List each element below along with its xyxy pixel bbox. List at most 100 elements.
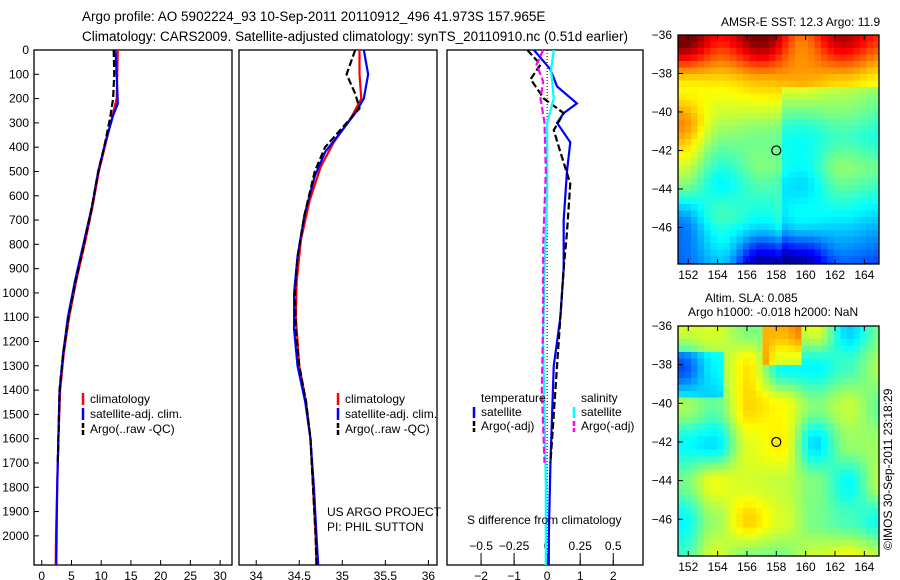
map-cell (788, 423, 796, 431)
map-cell (736, 145, 744, 153)
map-cell (736, 547, 744, 554)
map-cell (775, 165, 783, 172)
map-cell (717, 345, 724, 353)
map-cell (782, 371, 789, 379)
map-cell (873, 132, 880, 140)
map-cell (853, 365, 861, 372)
map-cell (847, 365, 854, 372)
map-cell (749, 521, 757, 528)
map-cell (834, 48, 841, 55)
map-cell (814, 171, 822, 179)
map-cell (704, 256, 711, 263)
map-cell (847, 378, 854, 385)
map-cell (756, 553, 763, 557)
map-cell (801, 404, 809, 411)
map-cell (756, 119, 763, 127)
map-cell (678, 547, 685, 554)
map-cell (684, 145, 692, 153)
map-cell (756, 352, 763, 359)
map-cell (762, 119, 770, 127)
map-cell (678, 527, 685, 535)
map-cell (723, 243, 731, 250)
map-cell (808, 48, 815, 55)
map-cell (814, 358, 822, 366)
map-cell (801, 61, 809, 68)
map-cell (769, 469, 776, 476)
map-cell (684, 249, 692, 257)
map-cell (723, 210, 731, 218)
map-cell (684, 417, 692, 424)
map-cell (808, 430, 815, 437)
map-cell (691, 119, 698, 127)
map-cell (730, 404, 737, 411)
map-cell (873, 488, 880, 496)
map-cell (697, 145, 705, 153)
map-cell (814, 178, 822, 185)
map-cell (723, 339, 731, 346)
map-cell (717, 358, 724, 366)
map-cell (730, 35, 737, 42)
map-cell (730, 365, 737, 372)
map-cell (756, 482, 763, 489)
map-cell (847, 249, 854, 257)
map-cell (795, 430, 802, 437)
map-cell (743, 145, 750, 153)
map-cell (873, 191, 880, 198)
map-cell (691, 48, 698, 55)
map-cell (710, 553, 718, 557)
x-tick-label: 20 (154, 569, 168, 580)
map-cell (678, 514, 685, 522)
map-cell (840, 508, 848, 515)
map-cell (801, 378, 809, 385)
map-cell (697, 54, 705, 62)
map-cell (782, 41, 789, 49)
map-cell (704, 217, 711, 224)
map-cell (730, 482, 737, 489)
map-cell (782, 223, 789, 231)
map-cell (710, 152, 718, 159)
map-cell (678, 339, 685, 346)
map-cell (860, 430, 867, 437)
map-cell (749, 378, 757, 385)
map-cell (866, 332, 874, 340)
map-cell (795, 80, 802, 88)
map-cell (736, 332, 744, 340)
map-cell (769, 475, 776, 483)
map-cell (821, 184, 828, 192)
map-cell (775, 243, 783, 250)
map-cell (756, 534, 763, 541)
map-cell (795, 462, 802, 470)
map-cell (756, 397, 763, 405)
y-tick-label: 100 (9, 67, 29, 81)
map-cell (866, 217, 874, 224)
map-cell (762, 210, 770, 218)
map-cell (697, 139, 705, 146)
map-cell (743, 61, 750, 68)
map-cell (723, 152, 731, 159)
map-cell (743, 397, 750, 405)
map-cell (678, 217, 685, 224)
map-cell (697, 462, 705, 470)
map-cell (847, 514, 854, 522)
map-cell (827, 243, 835, 250)
map-cell (775, 41, 783, 49)
map-cell (834, 462, 841, 470)
map-cell (834, 352, 841, 359)
map-cell (769, 67, 776, 75)
map-cell (827, 358, 835, 366)
map-cell (730, 540, 737, 548)
map-cell (795, 404, 802, 411)
map-cell (853, 384, 861, 392)
map-cell (808, 495, 815, 502)
map-cell (847, 475, 854, 483)
map-cell (678, 204, 685, 211)
map-cell (782, 139, 789, 146)
y-tick-label: 1500 (2, 407, 29, 421)
map-cell (717, 443, 724, 450)
map-cell (704, 456, 711, 463)
map-cell (717, 236, 724, 244)
map-cell (866, 410, 874, 418)
map-cell (834, 527, 841, 535)
map-cell (743, 326, 750, 333)
map-cell (834, 230, 841, 237)
